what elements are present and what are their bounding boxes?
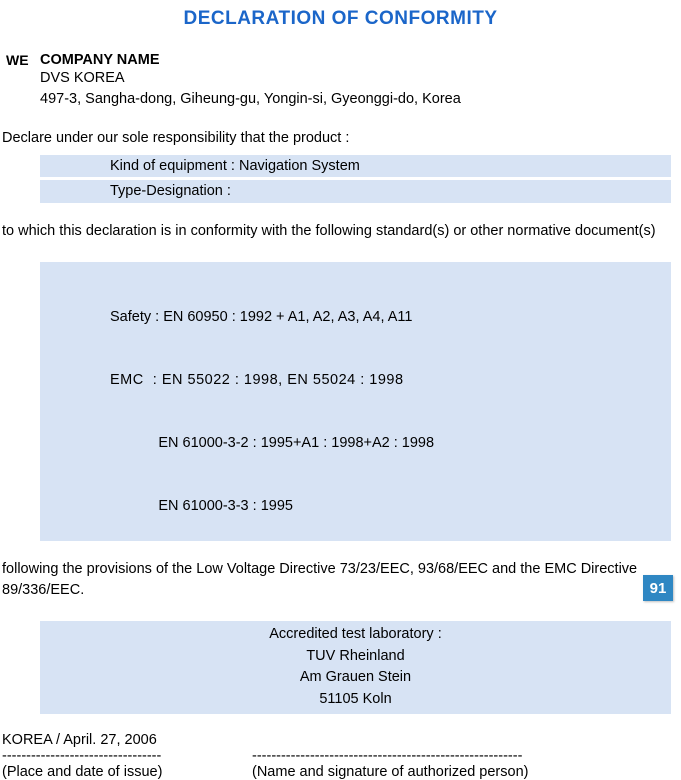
company-name: DVS KOREA bbox=[40, 68, 681, 89]
standards-line: EMC : EN 55022 : 1998, EN 55024 : 1998 bbox=[110, 370, 671, 391]
standards-box: Safety : EN 60950 : 1992 + A1, A2, A3, A… bbox=[40, 262, 671, 541]
lab-box: Accredited test laboratory : TUV Rheinla… bbox=[40, 621, 671, 714]
company-name-label: COMPANY NAME bbox=[40, 52, 681, 68]
doc-title: DECLARATION OF CONFORMITY bbox=[0, 8, 681, 30]
lab-line: 51105 Koln bbox=[40, 689, 671, 711]
declare-intro: Declare under our sole responsibility th… bbox=[2, 128, 681, 149]
company-address: 497-3, Sangha-dong, Giheung-gu, Yongin-s… bbox=[40, 89, 681, 110]
dashes-left: --------------------------------- bbox=[2, 748, 252, 764]
standards-line: EN 61000-3-2 : 1995+A1 : 1998+A2 : 1998 bbox=[110, 433, 671, 454]
lab-line: TUV Rheinland bbox=[40, 646, 671, 668]
lab-line: Accredited test laboratory : bbox=[40, 624, 671, 646]
type-row: Type-Designation : bbox=[40, 180, 671, 202]
page-number-badge: 91 bbox=[643, 575, 673, 601]
conformity-text: to which this declaration is in conformi… bbox=[2, 221, 681, 242]
place-date: KOREA / April. 27, 2006 bbox=[2, 732, 681, 748]
standards-line: EN 61000-3-3 : 1995 bbox=[110, 496, 671, 517]
lab-line: Am Grauen Stein bbox=[40, 667, 671, 689]
dashes-right: ----------------------------------------… bbox=[252, 748, 522, 764]
equipment-row: Kind of equipment : Navigation System bbox=[40, 155, 671, 177]
provisions-text: following the provisions of the Low Volt… bbox=[2, 559, 681, 601]
we-label: WE bbox=[6, 52, 29, 68]
standards-line: Safety : EN 60950 : 1992 + A1, A2, A3, A… bbox=[110, 307, 671, 328]
signature-label: (Name and signature of authorized person… bbox=[252, 764, 528, 780]
place-date-label: (Place and date of issue) bbox=[2, 764, 252, 780]
